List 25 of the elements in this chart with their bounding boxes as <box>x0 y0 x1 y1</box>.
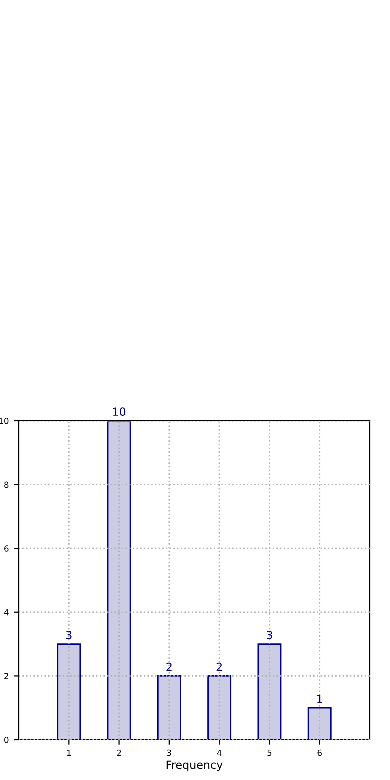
y-tick-label: 10 <box>0 418 9 424</box>
data-label: 1 <box>318 694 322 704</box>
data-label: 3 <box>267 630 272 640</box>
data-label: 10 <box>113 408 126 416</box>
data-label: 3 <box>66 630 72 640</box>
bar <box>157 676 182 740</box>
x-tick-label: 3 <box>167 750 172 756</box>
y-tick-label: 0 <box>4 736 9 744</box>
y-tick-label: 8 <box>4 482 9 488</box>
bar <box>57 644 82 740</box>
bar <box>258 644 282 740</box>
bar <box>208 676 232 740</box>
x-tick-label: 1 <box>67 750 72 756</box>
y-tick-label: 6 <box>4 546 9 552</box>
bar <box>308 707 332 740</box>
x-axis-title: Frequency <box>166 760 223 772</box>
y-tick-label: 4 <box>4 609 9 616</box>
data-label: 2 <box>216 662 222 672</box>
data-label: 2 <box>166 662 172 672</box>
x-tick-label: 5 <box>268 750 272 756</box>
bar <box>107 421 132 740</box>
x-tick-label: 6 <box>318 750 322 756</box>
x-tick-label: 2 <box>117 750 122 756</box>
y-tick-label: 2 <box>4 673 8 680</box>
x-tick-label: 4 <box>217 750 222 756</box>
